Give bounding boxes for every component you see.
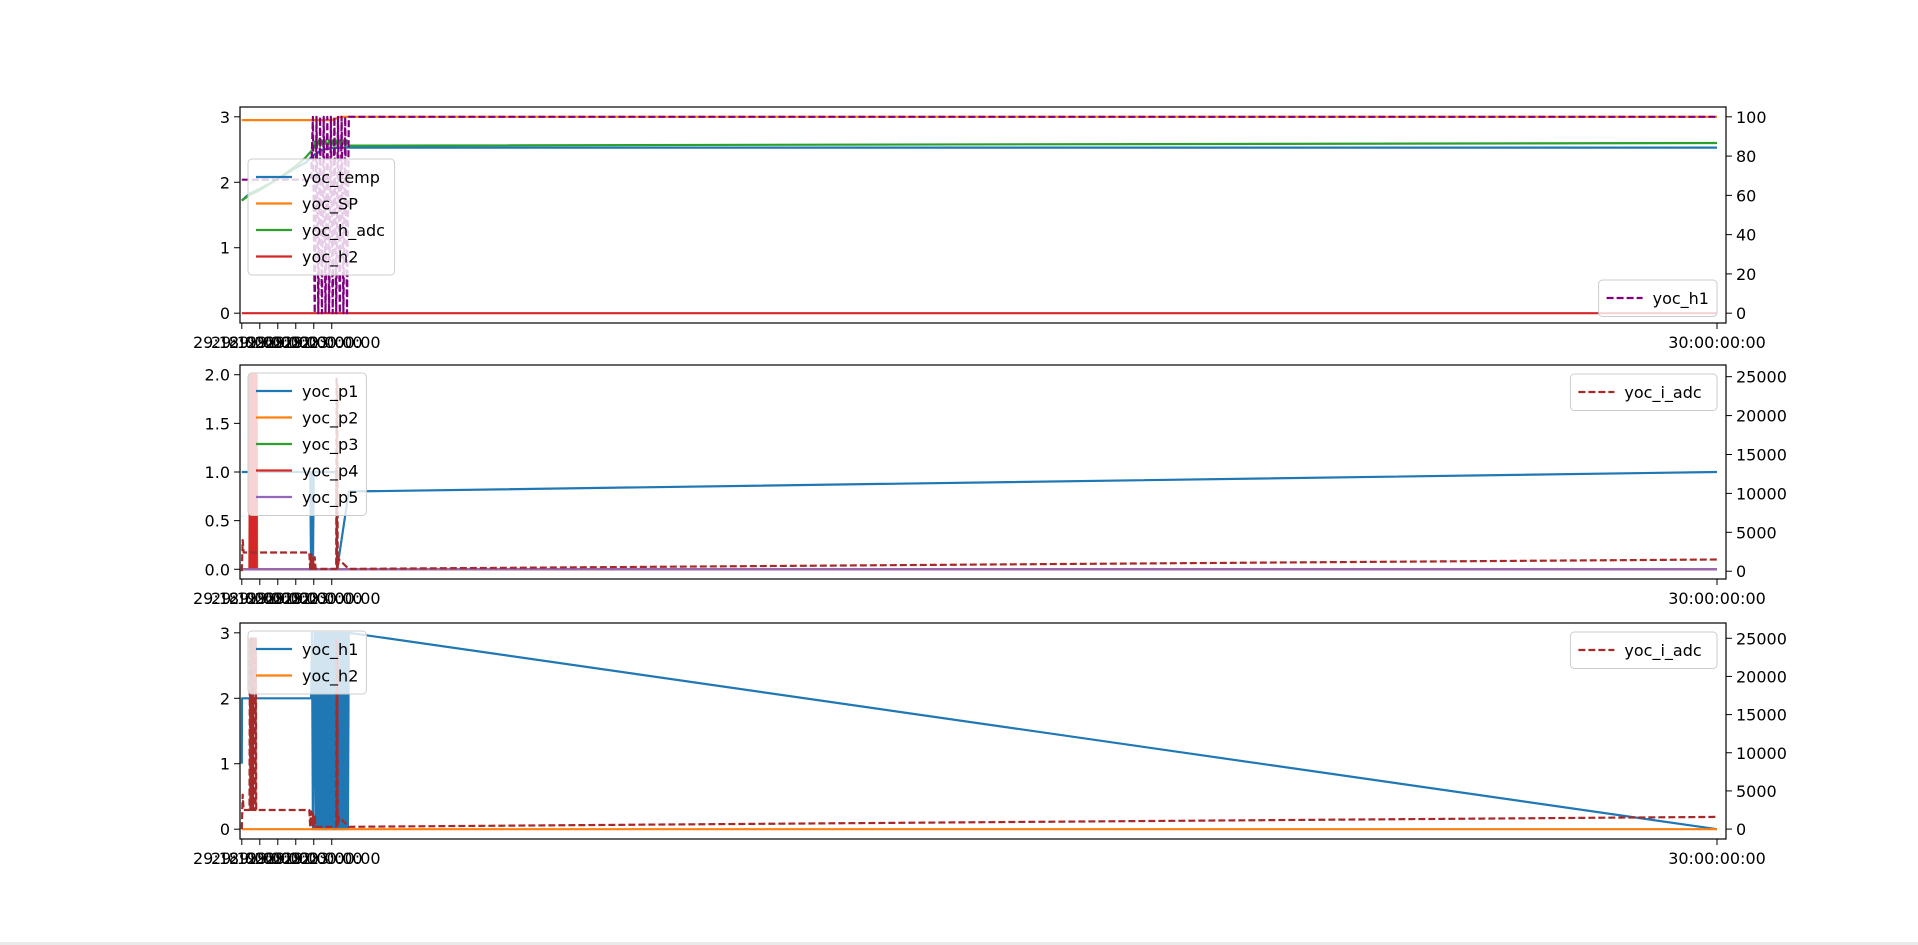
- legend-label: yoc_h_adc: [302, 221, 385, 241]
- y-left-tick-label: 1.0: [205, 463, 230, 482]
- x-tick-label: 29:22:00:00: [265, 849, 363, 868]
- x-tick-label: 29:19:00:00: [211, 589, 309, 608]
- y-left-tick-label: 1: [220, 755, 230, 774]
- x-tick-label: 29:21:00:00: [247, 589, 345, 608]
- x-tick-label: 29:19:00:00: [211, 849, 309, 868]
- y-right-tick-label: 40: [1736, 226, 1756, 245]
- x-tick-label: 29:20:00:00: [229, 589, 327, 608]
- legend-label: yoc_h2: [302, 248, 358, 268]
- x-tick-label: 29:20:00:00: [229, 333, 327, 352]
- series-line-yoc-i-adc: [240, 637, 1718, 830]
- x-tick-label: 29:23:00:00: [283, 333, 381, 352]
- y-left-tick-label: 2: [220, 689, 230, 708]
- y-left-tick-label: 0: [220, 820, 230, 839]
- series-line-yoc-h1: [240, 631, 1718, 831]
- x-tick-label: 29:19:00:00: [211, 333, 309, 352]
- y-right-tick-label: 60: [1736, 186, 1756, 205]
- subplots: 29:18:00:0029:19:00:0029:20:00:0029:21:0…: [193, 106, 1787, 868]
- legend-right: yoc_h1: [1598, 279, 1718, 317]
- x-tick-label: 29:21:00:00: [247, 849, 345, 868]
- y-right-tick-label: 20000: [1736, 667, 1787, 686]
- x-tick-label: 30:00:00:00: [1668, 589, 1766, 608]
- x-tick-label: 30:00:00:00: [1668, 849, 1766, 868]
- legend-label: yoc_p1: [302, 382, 358, 402]
- axes-frame: [239, 622, 1727, 840]
- legend-left: yoc_h1 yoc_h2: [247, 630, 367, 695]
- subplot-1: 29:18:00:0029:19:00:0029:20:00:0029:21:0…: [193, 106, 1767, 352]
- y-right-tick-label: 10000: [1736, 744, 1787, 763]
- x-tick-label: 29:22:00:00: [265, 589, 363, 608]
- y-left-tick-label: 0.0: [205, 560, 230, 579]
- legend-box: [1598, 279, 1718, 317]
- legend-label: yoc_p3: [302, 435, 358, 455]
- x-tick-label: 29:23:00:00: [283, 849, 381, 868]
- legend-label: yoc_h2: [302, 667, 358, 687]
- bottom-border: [0, 942, 1918, 945]
- legend-label: yoc_p5: [302, 488, 358, 508]
- y-left-tick-label: 0.5: [205, 512, 230, 531]
- x-tick-label: 30:00:00:00: [1668, 333, 1766, 352]
- x-tick-label: 29:23:00:00: [283, 589, 381, 608]
- y-right-tick-label: 25000: [1736, 629, 1787, 648]
- y-right-tick-label: 80: [1736, 147, 1756, 166]
- y-right-tick-label: 15000: [1736, 706, 1787, 725]
- legend-label: yoc_i_adc: [1624, 641, 1701, 661]
- axes-frame: [239, 106, 1727, 324]
- y-left-tick-label: 1.5: [205, 414, 230, 433]
- legend-left: yoc_p1 yoc_p2 yoc_p3 yoc_p4 yoc_p5: [247, 372, 367, 516]
- subplot-3: 29:18:00:0029:19:00:0029:20:00:0029:21:0…: [193, 622, 1787, 868]
- legend-box: [247, 158, 396, 276]
- y-right-tick-label: 20: [1736, 265, 1756, 284]
- y-right-tick-label: 0: [1736, 820, 1746, 839]
- y-right-tick-label: 100: [1736, 108, 1767, 127]
- y-right-tick-label: 5000: [1736, 523, 1777, 542]
- y-left-tick-label: 3: [220, 108, 230, 127]
- x-tick-label: 29:18:00:00: [193, 589, 291, 608]
- legend-right: yoc_i_adc: [1569, 631, 1718, 669]
- legend-right: yoc_i_adc: [1569, 373, 1718, 411]
- y-right-tick-label: 0: [1736, 304, 1746, 323]
- legend-label: yoc_p2: [302, 409, 358, 429]
- legend-label: yoc_i_adc: [1624, 383, 1701, 403]
- legend-left: yoc_temp yoc_SP yoc_h_adc yoc_h2: [247, 158, 396, 276]
- y-left-tick-label: 3: [220, 624, 230, 643]
- y-right-tick-label: 5000: [1736, 782, 1777, 801]
- subplot-2: 29:18:00:0029:19:00:0029:20:00:0029:21:0…: [193, 364, 1787, 608]
- x-tick-label: 29:21:00:00: [247, 333, 345, 352]
- legend-label: yoc_h1: [1653, 289, 1709, 309]
- y-left-tick-label: 2.0: [205, 366, 230, 385]
- legend-label: yoc_p4: [302, 462, 358, 482]
- y-right-tick-label: 0: [1736, 562, 1746, 581]
- x-tick-label: 29:18:00:00: [193, 333, 291, 352]
- y-right-tick-label: 25000: [1736, 368, 1787, 387]
- x-tick-label: 29:22:00:00: [265, 333, 363, 352]
- legend-box: [1569, 373, 1718, 411]
- y-left-tick-label: 0: [220, 304, 230, 323]
- y-right-tick-label: 15000: [1736, 445, 1787, 464]
- y-left-tick-label: 2: [220, 173, 230, 192]
- legend-label: yoc_SP: [302, 195, 358, 215]
- legend-label: yoc_h1: [302, 640, 358, 660]
- series-line-yoc-h1: [241, 115, 1717, 315]
- x-tick-label: 29:18:00:00: [193, 849, 291, 868]
- series-line-yoc-i-adc: [240, 375, 1718, 572]
- legend-box: [247, 630, 367, 695]
- x-tick-label: 29:20:00:00: [229, 849, 327, 868]
- legend-box: [1569, 631, 1718, 669]
- y-right-tick-label: 10000: [1736, 484, 1787, 503]
- y-left-tick-label: 1: [220, 239, 230, 258]
- y-right-tick-label: 20000: [1736, 407, 1787, 426]
- legend-box: [247, 372, 367, 516]
- series-group: [240, 631, 1718, 831]
- legend-label: yoc_temp: [302, 168, 380, 188]
